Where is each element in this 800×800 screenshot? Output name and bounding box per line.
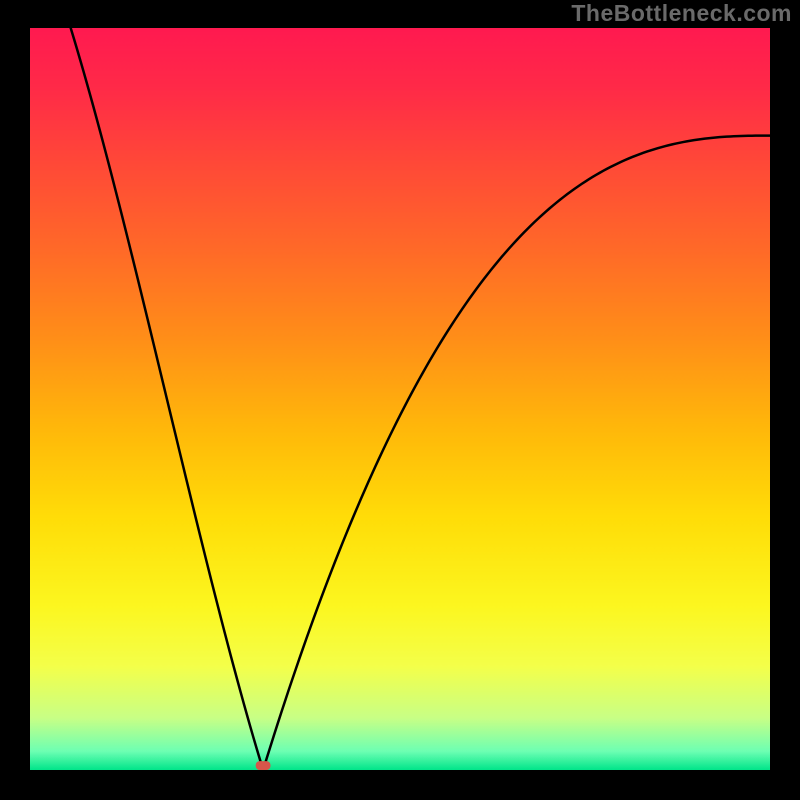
gradient-plot-area xyxy=(30,28,770,770)
figure-container: TheBottleneck.com xyxy=(0,0,800,800)
watermark-text: TheBottleneck.com xyxy=(571,0,792,27)
